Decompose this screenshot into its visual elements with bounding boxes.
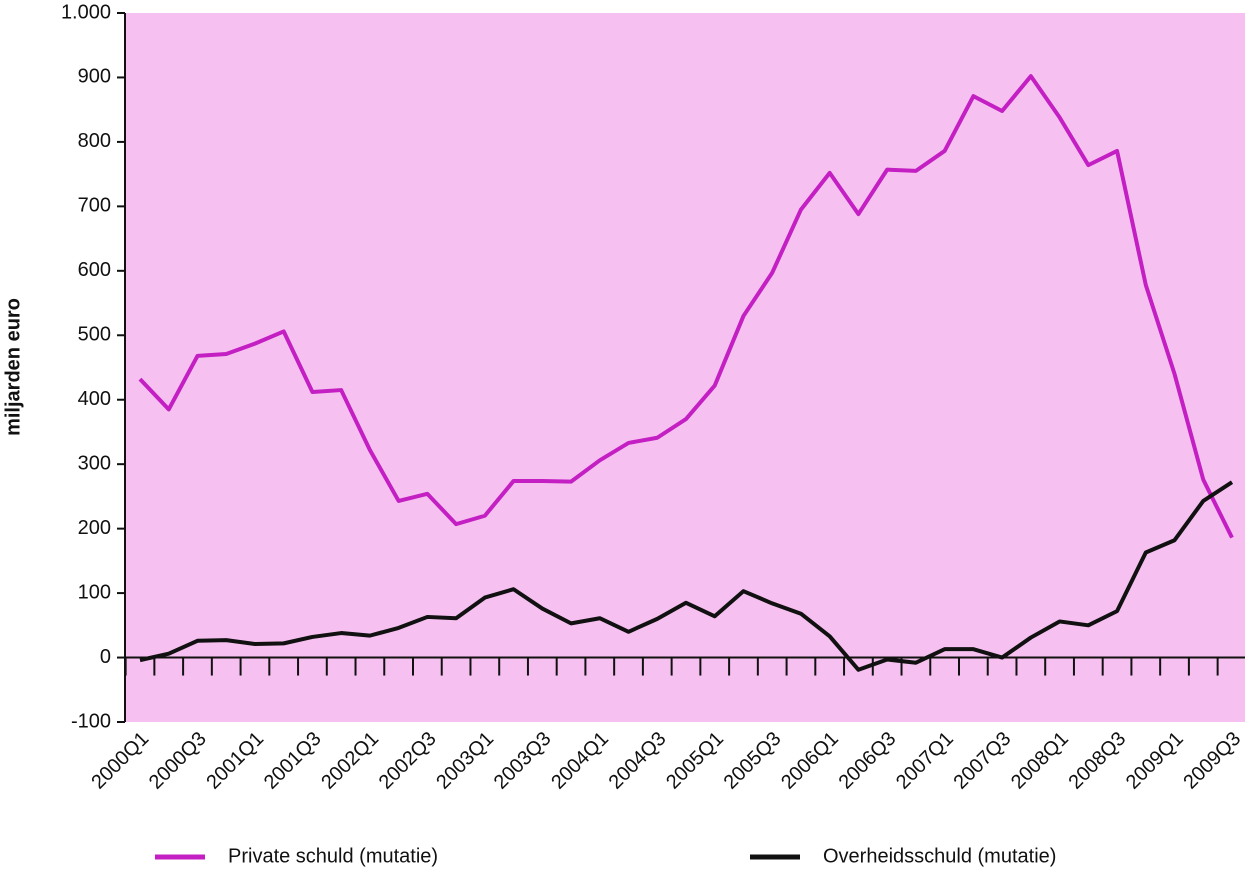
- x-tick-label: 2000Q3: [145, 728, 211, 794]
- x-tick-label: 2004Q1: [547, 728, 613, 794]
- y-axis-label: miljarden euro: [2, 298, 24, 436]
- x-tick-label: 2009Q3: [1179, 728, 1245, 794]
- x-tick-label: 2008Q1: [1007, 728, 1073, 794]
- x-tick-label: 2007Q1: [892, 728, 958, 794]
- x-tick-label: 2001Q3: [260, 728, 326, 794]
- y-tick-label: 0: [100, 646, 111, 668]
- y-tick-label: -100: [71, 710, 111, 732]
- y-tick-label: 500: [78, 324, 111, 346]
- series-line: [139, 480, 1234, 672]
- x-tick-label: 2006Q3: [835, 728, 901, 794]
- y-tick-label: 1.000: [61, 1, 111, 23]
- x-tick-label: 2002Q1: [317, 728, 383, 794]
- x-tick-label: 2009Q1: [1122, 728, 1188, 794]
- x-tick-label: 2004Q3: [605, 728, 671, 794]
- x-tick-label: 2001Q1: [202, 728, 268, 794]
- y-tick-label: 900: [78, 66, 111, 88]
- y-tick-label: 600: [78, 259, 111, 281]
- x-tick-label: 2008Q3: [1064, 728, 1130, 794]
- y-tick-label: 100: [78, 581, 111, 603]
- y-tick-label: 700: [78, 195, 111, 217]
- series-line: [138, 74, 1234, 539]
- y-tick-label: 800: [78, 130, 111, 152]
- x-tick-label: 2003Q1: [432, 728, 498, 794]
- legend-label: Private schuld (mutatie): [228, 845, 438, 867]
- x-tick-label: 2007Q3: [949, 728, 1015, 794]
- y-tick-label: 200: [78, 517, 111, 539]
- x-tick-label: 2005Q3: [720, 728, 786, 794]
- y-tick-label: 300: [78, 452, 111, 474]
- y-tick-label: 400: [78, 388, 111, 410]
- x-tick-label: 2002Q3: [375, 728, 441, 794]
- legend-label: Overheidsschuld (mutatie): [823, 845, 1056, 867]
- x-tick-label: 2005Q1: [662, 728, 728, 794]
- plot-area: [125, 13, 1245, 722]
- x-tick-label: 2000Q1: [87, 728, 153, 794]
- x-tick-label: 2003Q3: [490, 728, 556, 794]
- x-tick-label: 2006Q1: [777, 728, 843, 794]
